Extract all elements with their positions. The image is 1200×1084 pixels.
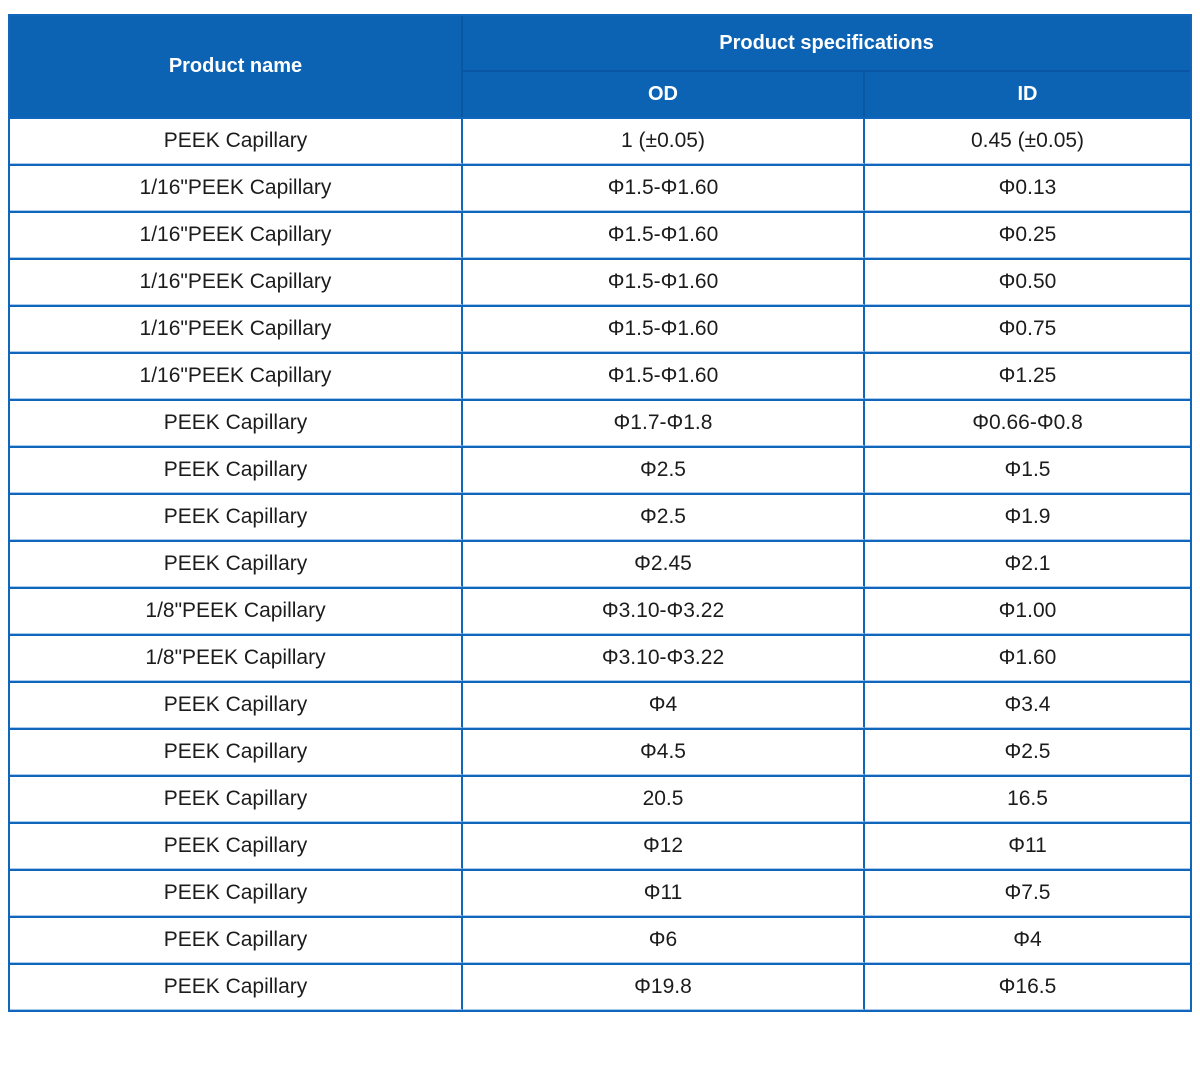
table-row: PEEK Capillary Φ1.7-Φ1.8 Φ0.66-Φ0.8 [10,399,1190,446]
product-name-cell: PEEK Capillary [10,493,463,540]
product-name-cell: 1/16"PEEK Capillary [10,352,463,399]
table-row: PEEK Capillary Φ2.5 Φ1.9 [10,493,1190,540]
od-cell: Φ2.5 [463,493,865,540]
id-cell: Φ1.5 [865,446,1190,493]
product-name-cell: 1/16"PEEK Capillary [10,258,463,305]
od-cell: Φ11 [463,869,865,916]
id-cell: Φ7.5 [865,869,1190,916]
product-name-cell: PEEK Capillary [10,916,463,963]
table-row: PEEK Capillary Φ6 Φ4 [10,916,1190,963]
od-cell: Φ6 [463,916,865,963]
product-name-cell: 1/8"PEEK Capillary [10,634,463,681]
table-row: 1/8"PEEK Capillary Φ3.10-Φ3.22 Φ1.60 [10,634,1190,681]
id-cell: Φ0.75 [865,305,1190,352]
product-name-cell: 1/8"PEEK Capillary [10,587,463,634]
column-header-product-name: Product name [10,16,463,117]
id-cell: Φ2.5 [865,728,1190,775]
od-cell: Φ2.5 [463,446,865,493]
id-cell: 0.45 (±0.05) [865,117,1190,164]
id-cell: Φ1.60 [865,634,1190,681]
header-row-sub: OD ID [10,72,1190,117]
id-cell: Φ1.00 [865,587,1190,634]
table-row: 1/16"PEEK Capillary Φ1.5-Φ1.60 Φ0.13 [10,164,1190,211]
table-row: 1/16"PEEK Capillary Φ1.5-Φ1.60 Φ0.50 [10,258,1190,305]
table-body: PEEK Capillary 1 (±0.05) 0.45 (±0.05) 1/16"… [10,117,1190,1010]
product-name-cell: 1/16"PEEK Capillary [10,305,463,352]
od-cell: Φ2.45 [463,540,865,587]
od-cell: Φ12 [463,822,865,869]
table-row: PEEK Capillary Φ19.8 Φ16.5 [10,963,1190,1010]
product-name-cell: PEEK Capillary [10,963,463,1010]
id-cell: Φ0.50 [865,258,1190,305]
product-name-cell: PEEK Capillary [10,775,463,822]
id-cell: Φ1.25 [865,352,1190,399]
od-cell: Φ1.5-Φ1.60 [463,258,865,305]
id-cell: 16.5 [865,775,1190,822]
id-cell: Φ3.4 [865,681,1190,728]
product-name-cell: PEEK Capillary [10,681,463,728]
table-row: PEEK Capillary Φ4.5 Φ2.5 [10,728,1190,775]
product-name-cell: PEEK Capillary [10,728,463,775]
id-cell: Φ0.13 [865,164,1190,211]
od-cell: 1 (±0.05) [463,117,865,164]
table-row: PEEK Capillary Φ2.45 Φ2.1 [10,540,1190,587]
column-header-od: OD [463,72,865,117]
table-row: PEEK Capillary Φ2.5 Φ1.5 [10,446,1190,493]
product-name-cell: PEEK Capillary [10,399,463,446]
table-row: PEEK Capillary 20.5 16.5 [10,775,1190,822]
id-cell: Φ2.1 [865,540,1190,587]
product-name-cell: PEEK Capillary [10,446,463,493]
table-header: Product name Product specifications OD I… [10,16,1190,117]
id-cell: Φ1.9 [865,493,1190,540]
table-row: PEEK Capillary Φ4 Φ3.4 [10,681,1190,728]
product-name-cell: PEEK Capillary [10,822,463,869]
table-row: PEEK Capillary Φ12 Φ11 [10,822,1190,869]
header-row-top: Product name Product specifications [10,16,1190,117]
od-cell: Φ19.8 [463,963,865,1010]
table-row: 1/16"PEEK Capillary Φ1.5-Φ1.60 Φ0.25 [10,211,1190,258]
product-name-cell: PEEK Capillary [10,869,463,916]
table-row: PEEK Capillary 1 (±0.05) 0.45 (±0.05) [10,117,1190,164]
product-spec-table: Product name Product specifications OD I… [8,14,1192,1012]
product-name-cell: PEEK Capillary [10,117,463,164]
id-cell: Φ0.25 [865,211,1190,258]
od-cell: Φ1.5-Φ1.60 [463,352,865,399]
column-header-id: ID [865,72,1190,117]
od-cell: Φ1.5-Φ1.60 [463,211,865,258]
product-name-cell: PEEK Capillary [10,540,463,587]
page: Product name Product specifications OD I… [8,14,1192,1012]
product-name-cell: 1/16"PEEK Capillary [10,164,463,211]
product-name-cell: 1/16"PEEK Capillary [10,211,463,258]
id-cell: Φ16.5 [865,963,1190,1010]
table-row: 1/8"PEEK Capillary Φ3.10-Φ3.22 Φ1.00 [10,587,1190,634]
od-cell: Φ3.10-Φ3.22 [463,587,865,634]
od-cell: Φ4 [463,681,865,728]
od-cell: Φ1.5-Φ1.60 [463,164,865,211]
od-cell: Φ1.7-Φ1.8 [463,399,865,446]
column-header-product-specifications: Product specifications [463,16,1190,72]
od-cell: Φ4.5 [463,728,865,775]
table-row: 1/16"PEEK Capillary Φ1.5-Φ1.60 Φ1.25 [10,352,1190,399]
table-row: PEEK Capillary Φ11 Φ7.5 [10,869,1190,916]
id-cell: Φ11 [865,822,1190,869]
od-cell: 20.5 [463,775,865,822]
od-cell: Φ1.5-Φ1.60 [463,305,865,352]
table-row: 1/16"PEEK Capillary Φ1.5-Φ1.60 Φ0.75 [10,305,1190,352]
od-cell: Φ3.10-Φ3.22 [463,634,865,681]
id-cell: Φ0.66-Φ0.8 [865,399,1190,446]
id-cell: Φ4 [865,916,1190,963]
